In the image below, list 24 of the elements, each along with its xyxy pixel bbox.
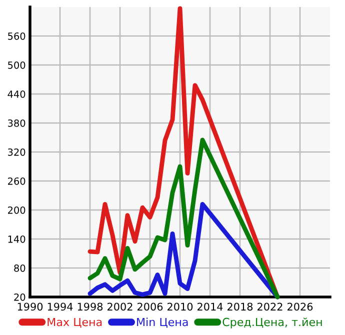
y-tick-label: 440 xyxy=(8,90,26,98)
x-tick-label: 2026 xyxy=(288,302,313,311)
legend-label: Min Цена xyxy=(137,318,188,328)
y-tick-label: 20 xyxy=(14,293,26,301)
y-tick-label: 200 xyxy=(8,206,26,214)
x-tick-label: 1994 xyxy=(48,302,73,311)
x-tick-label: 1990 xyxy=(18,302,43,311)
x-tick-label: 2022 xyxy=(258,302,282,311)
y-tick-label: 560 xyxy=(8,32,26,40)
legend-label: Max Цена xyxy=(48,318,102,328)
y-tick-label: 260 xyxy=(8,177,26,185)
x-tick-label: 2006 xyxy=(138,302,163,311)
y-tick-label: 320 xyxy=(8,148,26,156)
line-series xyxy=(88,138,280,300)
y-tick-label: 380 xyxy=(8,119,26,127)
y-tick-label: 80 xyxy=(14,264,26,272)
x-tick-label: 2014 xyxy=(198,302,223,311)
legend-label: Сред.Цена, т.йен xyxy=(222,318,322,328)
x-tick-label: 2010 xyxy=(168,302,193,311)
x-tick-label: 1998 xyxy=(78,302,103,311)
y-tick-label: 140 xyxy=(8,235,26,243)
y-tick-label: 500 xyxy=(8,61,26,69)
x-tick-label: 2018 xyxy=(228,302,253,311)
x-tick-label: 2002 xyxy=(108,302,132,311)
